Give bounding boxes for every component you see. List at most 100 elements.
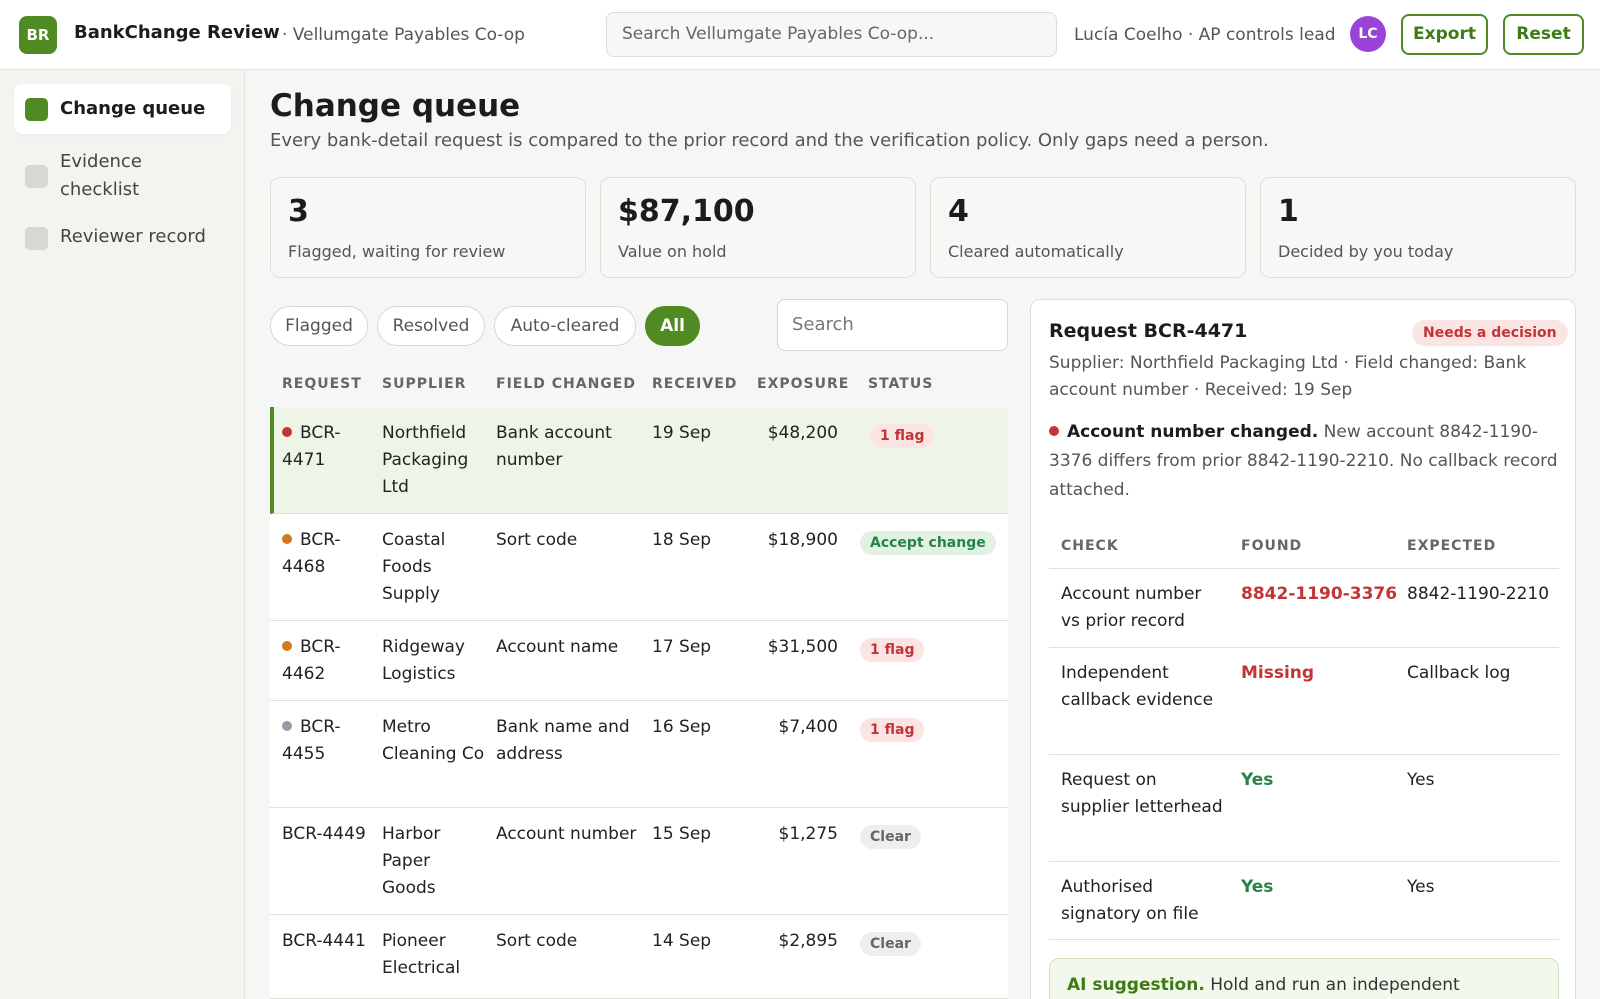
- avatar[interactable]: LC: [1350, 16, 1386, 52]
- column-header-supplier[interactable]: SUPPLIER: [382, 376, 467, 392]
- status-dot-icon: [282, 721, 292, 731]
- table-row[interactable]: BCR-4455 Metro Cleaning Co Bank name and…: [270, 701, 1008, 808]
- check-name: Request on supplier letterhead: [1061, 770, 1223, 817]
- exposure-cell: $18,900: [767, 530, 838, 550]
- exposure-cell: $2,895: [778, 931, 838, 951]
- check-name: Authorised signatory on file: [1061, 877, 1199, 924]
- sidebar-item-label: Change queue: [60, 98, 206, 119]
- check-found: 8842-1190-3376: [1241, 584, 1398, 604]
- alert-dot-icon: [1049, 426, 1059, 436]
- ai-suggestion-text: Hold and run an independent: [1210, 975, 1460, 995]
- status-cell: Accept change: [860, 529, 996, 556]
- column-header-status[interactable]: STATUS: [868, 376, 934, 392]
- stat-value: 4: [948, 194, 969, 229]
- received-cell: 15 Sep: [652, 824, 712, 844]
- exposure-cell: $48,200: [767, 423, 838, 443]
- request-cell: BCR-4455: [282, 714, 366, 768]
- check-column-header: CHECK: [1061, 538, 1119, 554]
- expected-column-header: EXPECTED: [1407, 538, 1497, 554]
- filter-all[interactable]: All: [645, 306, 700, 346]
- request-id: BCR-4468: [282, 530, 341, 577]
- request-cell: BCR-4468: [282, 527, 366, 581]
- field-changed-cell: Bank name and address: [496, 717, 630, 764]
- sidebar-item-change-queue[interactable]: Change queue: [14, 84, 231, 134]
- sidebar-item-evidence-checklist[interactable]: Evidence checklist: [14, 144, 231, 208]
- check-expected: Yes: [1407, 770, 1435, 790]
- global-search-input[interactable]: Search Vellumgate Payables Co-op...: [606, 12, 1057, 57]
- top-bar: BR BankChange Review · Vellumgate Payabl…: [0, 0, 1600, 70]
- status-badge: 1 flag: [860, 718, 925, 742]
- received-cell: 14 Sep: [652, 931, 712, 951]
- check-found: Yes: [1241, 770, 1274, 790]
- field-changed-cell: Sort code: [496, 931, 578, 951]
- status-badge: Accept change: [860, 531, 996, 555]
- stat-card-flagged: 3 Flagged, waiting for review: [270, 177, 586, 278]
- received-cell: 17 Sep: [652, 637, 712, 657]
- stat-card-value-on-hold: $87,100 Value on hold: [600, 177, 916, 278]
- request-cell: BCR-4449: [282, 821, 366, 848]
- decision-status-badge: Needs a decision: [1412, 320, 1568, 346]
- detail-meta: Supplier: Northfield Packaging Ltd · Fie…: [1049, 353, 1527, 400]
- received-cell: 16 Sep: [652, 717, 712, 737]
- status-cell: 1 flag: [860, 636, 925, 663]
- evidence-checklist-icon: [25, 165, 48, 188]
- check-row: Authorised signatory on file Yes Yes: [1049, 861, 1559, 940]
- filter-flagged[interactable]: Flagged: [270, 306, 368, 346]
- status-badge: 1 flag: [870, 424, 935, 448]
- status-cell: 1 flag: [860, 716, 925, 743]
- request-id: BCR-4462: [282, 637, 341, 684]
- stat-value: $87,100: [618, 194, 755, 229]
- status-badge: Clear: [860, 825, 921, 849]
- table-row[interactable]: BCR-4468 Coastal Foods Supply Sort code …: [270, 514, 1008, 621]
- supplier-cell: Coastal Foods Supply: [382, 530, 446, 604]
- ai-suggestion-label: AI suggestion.: [1067, 975, 1205, 995]
- detail-title: Request BCR-4471: [1049, 320, 1248, 342]
- sidebar-item-reviewer-record[interactable]: Reviewer record: [14, 214, 231, 260]
- export-button[interactable]: Export: [1401, 14, 1488, 55]
- request-id: BCR-4455: [282, 717, 341, 764]
- status-dot-icon: [282, 427, 292, 437]
- stat-value: 1: [1278, 194, 1299, 229]
- reset-button[interactable]: Reset: [1503, 14, 1584, 55]
- status-badge: Clear: [860, 932, 921, 956]
- table-row[interactable]: BCR-4462 Ridgeway Logistics Account name…: [270, 621, 1008, 701]
- filter-auto-cleared[interactable]: Auto-cleared: [494, 306, 636, 346]
- stat-card-decided: 1 Decided by you today: [1260, 177, 1576, 278]
- finding-title: Account number changed.: [1067, 422, 1319, 442]
- check-expected: 8842-1190-2210: [1407, 584, 1550, 604]
- request-detail-panel: Request BCR-4471 Needs a decision Suppli…: [1030, 299, 1576, 999]
- table-row[interactable]: BCR-4441 Pioneer Electrical Sort code 14…: [270, 915, 1008, 999]
- request-id: BCR-4471: [282, 423, 341, 470]
- request-id: BCR-4449: [282, 824, 366, 844]
- check-row: Request on supplier letterhead Yes Yes: [1049, 754, 1559, 861]
- check-found: Missing: [1241, 663, 1315, 683]
- status-dot-icon: [282, 534, 292, 544]
- request-cell: BCR-4441: [282, 928, 366, 955]
- table-search-input[interactable]: Search: [777, 299, 1008, 351]
- check-row: Independent callback evidence Missing Ca…: [1049, 647, 1559, 754]
- supplier-cell: Metro Cleaning Co: [382, 717, 485, 764]
- received-cell: 19 Sep: [652, 423, 712, 443]
- column-header-exposure[interactable]: EXPOSURE: [757, 376, 850, 392]
- status-badge: 1 flag: [860, 638, 925, 662]
- supplier-cell: Northfield Packaging Ltd: [382, 423, 469, 497]
- column-header-received[interactable]: RECEIVED: [652, 376, 738, 392]
- table-row[interactable]: BCR-4449 Harbor Paper Goods Account numb…: [270, 808, 1008, 915]
- supplier-cell: Pioneer Electrical: [382, 931, 461, 978]
- supplier-cell: Ridgeway Logistics: [382, 637, 465, 684]
- supplier-cell: Harbor Paper Goods: [382, 824, 441, 898]
- stat-card-cleared: 4 Cleared automatically: [930, 177, 1246, 278]
- check-row: Account number vs prior record 8842-1190…: [1049, 568, 1559, 647]
- column-header-field-changed[interactable]: FIELD CHANGED: [496, 376, 636, 392]
- stat-label: Value on hold: [618, 242, 727, 261]
- check-expected: Yes: [1407, 877, 1435, 897]
- current-user: Lucía Coelho · AP controls lead: [1074, 25, 1336, 45]
- filter-resolved[interactable]: Resolved: [377, 306, 485, 346]
- table-row[interactable]: BCR-4471 Northfield Packaging Ltd Bank a…: [270, 407, 1008, 514]
- field-changed-cell: Sort code: [496, 530, 578, 550]
- app-title: BankChange Review: [74, 22, 280, 43]
- page-subtitle: Every bank-detail request is compared to…: [270, 130, 1269, 151]
- column-header-request[interactable]: REQUEST: [282, 376, 362, 392]
- status-dot-icon: [282, 641, 292, 651]
- finding-summary: Account number changed. New account 8842…: [1049, 418, 1559, 505]
